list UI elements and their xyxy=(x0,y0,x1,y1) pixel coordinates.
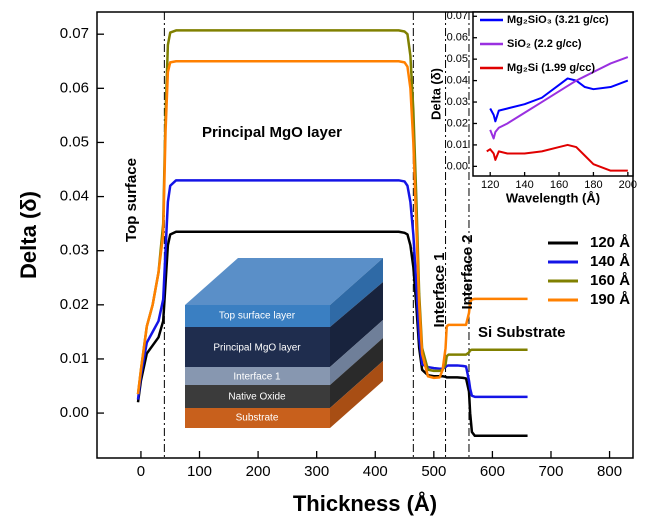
y-tick-label: 0.03 xyxy=(60,242,89,259)
x-tick-label: 200 xyxy=(246,463,271,480)
legend-label: 190 Å xyxy=(590,291,630,308)
y-axis-label: Delta (δ) xyxy=(428,68,443,120)
x-tick-label: 180 xyxy=(584,179,602,191)
legend-label: Mg₂Si (1.99 g/cc) xyxy=(507,62,595,74)
y-tick-label: 0.02 xyxy=(60,296,89,313)
y-axis-label: Delta (δ) xyxy=(16,191,41,279)
legend-label: SiO₂ (2.2 g/cc) xyxy=(507,38,582,50)
y-tick-label: 0.02 xyxy=(447,117,468,129)
layer-label: Principal MgO layer xyxy=(213,343,301,354)
y-tick-label: 0.01 xyxy=(60,350,89,367)
series-line xyxy=(489,77,629,123)
x-tick-label: 200 xyxy=(619,179,637,191)
layer-label: Substrate xyxy=(236,413,279,424)
y-tick-label: 0.00 xyxy=(447,160,468,172)
x-tick-label: 0 xyxy=(137,463,145,480)
legend-label: 140 Å xyxy=(590,253,630,270)
x-axis-label: Wavelength (Å) xyxy=(506,190,600,205)
layer-top-surface xyxy=(185,305,330,327)
y-tick-label: 0.04 xyxy=(60,188,89,205)
y-tick-label: 0.07 xyxy=(447,10,468,22)
x-tick-label: 120 xyxy=(481,179,499,191)
annotation: Interface 1 xyxy=(431,252,448,327)
block-side xyxy=(330,338,383,408)
annotation: Top surface xyxy=(123,158,140,242)
block-side xyxy=(330,258,383,327)
legend-label: 160 Å xyxy=(590,272,630,289)
y-tick-label: 0.04 xyxy=(447,75,468,87)
annotation: Principal MgO layer xyxy=(202,124,342,141)
layer-interface xyxy=(185,367,330,385)
y-tick-label: 0.01 xyxy=(447,139,468,151)
x-tick-label: 300 xyxy=(304,463,329,480)
series-line xyxy=(136,179,528,400)
inset-plot: 120 140 160 180 200 0.00 0.01 0.02 0.03 0.04 0.05 0… xyxy=(428,10,637,205)
layer-principal xyxy=(185,327,330,367)
y-tick-label: 0.05 xyxy=(60,133,89,150)
layer-native-oxide xyxy=(185,385,330,408)
series-line xyxy=(486,143,628,172)
y-tick-label: 0.06 xyxy=(60,79,89,96)
x-tick-label: 160 xyxy=(550,179,568,191)
y-tick-label: 0.07 xyxy=(60,25,89,42)
layer-label: Interface 1 xyxy=(233,372,281,383)
x-tick-label: 100 xyxy=(187,463,212,480)
block-side xyxy=(330,361,383,428)
layer-label: Top surface layer xyxy=(219,311,296,322)
x-axis-label: Thickness (Å) xyxy=(293,490,437,516)
y-tick-label: 0.06 xyxy=(447,32,468,44)
block-side xyxy=(330,282,383,367)
x-tick-label: 500 xyxy=(421,463,446,480)
layer-diagram: Top surface layer Principal MgO layer In… xyxy=(185,258,383,428)
y-tick-label: 0.00 xyxy=(60,404,89,421)
x-tick-label: 400 xyxy=(363,463,388,480)
legend-label: 120 Å xyxy=(590,234,630,251)
y-tick-label: 0.05 xyxy=(447,53,468,65)
x-tick-label: 800 xyxy=(597,463,622,480)
block-side xyxy=(330,320,383,385)
x-tick-label: 700 xyxy=(538,463,563,480)
series-line xyxy=(136,60,528,395)
annotation: Si Substrate xyxy=(478,324,566,341)
series-line xyxy=(489,56,629,140)
y-tick-label: 0.03 xyxy=(447,96,468,108)
legend-label: Mg₂SiO₃ (3.21 g/cc) xyxy=(507,14,609,26)
annotation: Interface 2 xyxy=(459,234,476,309)
x-tick-label: 600 xyxy=(480,463,505,480)
layer-label: Native Oxide xyxy=(228,392,286,403)
x-tick-label: 140 xyxy=(515,179,533,191)
block-top xyxy=(185,258,383,305)
layer-substrate xyxy=(185,408,330,428)
